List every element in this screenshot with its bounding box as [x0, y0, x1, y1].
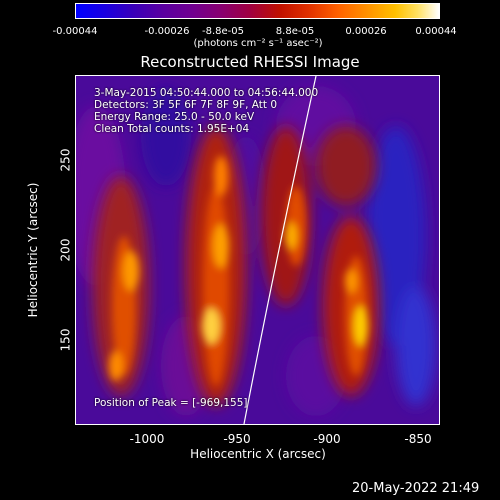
solar-limb-line: [243, 76, 317, 424]
image-panel: [75, 75, 440, 425]
colorbar-tick: 8.8e-05: [275, 26, 315, 37]
flare-cores: [109, 156, 368, 386]
y-tick-label: 150: [58, 328, 73, 352]
x-tick-label: -1000: [129, 432, 165, 446]
info-clean-counts: Clean Total counts: 1.95E+04: [94, 123, 250, 135]
colorbar-units: (photons cm⁻² s⁻¹ asec⁻²): [193, 38, 323, 49]
info-time-range: 3-May-2015 04:50:44.000 to 04:56:44.000: [94, 87, 319, 99]
colorbar: [75, 3, 440, 19]
info-energy-range: Energy Range: 25.0 - 50.0 keV: [94, 111, 255, 123]
x-tick-label: -900: [313, 432, 341, 446]
colorbar-tick: -0.00026: [144, 26, 190, 37]
info-detectors: Detectors: 3F 5F 6F 7F 8F 9F, Att 0: [94, 99, 278, 111]
y-tick-label: 200: [58, 238, 73, 262]
plot-title: Reconstructed RHESSI Image: [140, 53, 360, 71]
info-peak-position: Position of Peak = [-969,155]: [94, 397, 248, 409]
y-tick-label: 250: [58, 148, 73, 172]
colorbar-tick: 0.00044: [415, 26, 457, 37]
colorbar-tick: 0.00026: [345, 26, 387, 37]
x-tick-label: -850: [404, 432, 432, 446]
y-axis-label: Heliocentric Y (arcsec): [26, 182, 40, 318]
footer-timestamp: 20-May-2022 21:49: [352, 481, 480, 496]
x-tick-label: -950: [223, 432, 251, 446]
x-axis-label: Heliocentric X (arcsec): [190, 447, 326, 461]
colorbar-tick: -8.8e-05: [202, 26, 244, 37]
colorbar-tick: -0.00044: [52, 26, 98, 37]
